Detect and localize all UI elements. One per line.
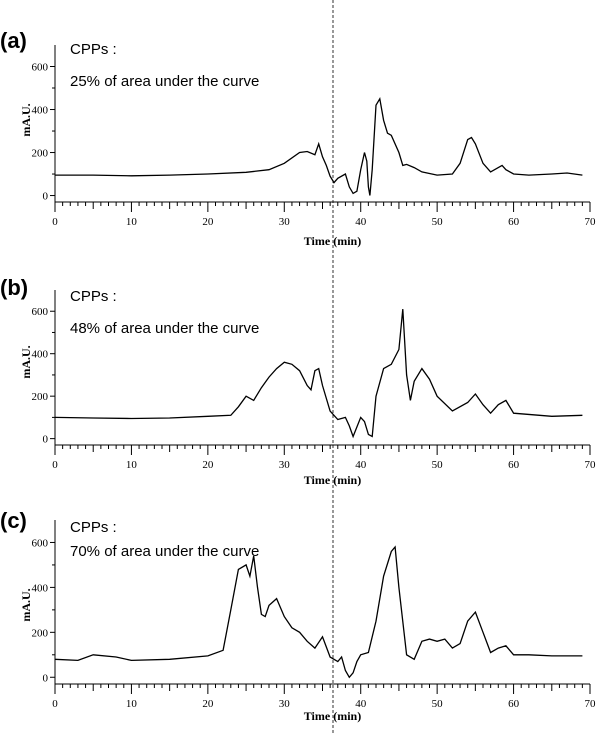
x-tick-label: 0 (52, 459, 58, 471)
panel-label: (c) (0, 508, 27, 533)
x-tick-label: 10 (126, 698, 138, 710)
annotation-line: 25% of area under the curve (70, 73, 259, 90)
annotation-line: CPPs : (70, 519, 117, 536)
y-tick-label: 0 (43, 672, 49, 684)
x-tick-label: 60 (508, 698, 520, 710)
y-tick-label: 600 (32, 306, 49, 318)
y-axis-title: mA.U. (19, 588, 33, 621)
y-tick-label: 0 (43, 191, 49, 203)
panel-label: (a) (0, 28, 27, 53)
chromatogram-trace (55, 96, 583, 196)
x-tick-label: 20 (202, 216, 214, 228)
x-tick-label: 0 (52, 698, 58, 710)
y-tick-label: 600 (32, 537, 49, 549)
annotation-line: CPPs : (70, 41, 117, 58)
chart-panel-3: (c) CPPs :70% of area under the curve0200… (0, 508, 596, 723)
y-tick-label: 200 (32, 148, 49, 160)
x-tick-label: 60 (508, 216, 520, 228)
annotation-line: 48% of area under the curve (70, 320, 259, 337)
x-tick-label: 40 (355, 698, 367, 710)
x-tick-label: 20 (202, 698, 214, 710)
x-axis-title: Time (min) (304, 473, 361, 487)
x-tick-label: 50 (432, 216, 444, 228)
chart-panel-1: (a) CPPs :25% of area under the curve0200… (0, 28, 596, 248)
chromatogram-trace (54, 545, 583, 679)
y-tick-label: 0 (43, 434, 49, 446)
x-tick-label: 30 (279, 698, 291, 710)
x-tick-label: 40 (355, 216, 367, 228)
y-axis-title: mA.U. (19, 103, 33, 136)
chart-panel-2: (b) CPPs :48% of area under the curve0200… (0, 275, 596, 487)
x-axis-title: Time (min) (304, 709, 361, 723)
x-tick-label: 50 (432, 459, 444, 471)
x-tick-label: 0 (52, 216, 58, 228)
x-tick-label: 70 (585, 698, 597, 710)
annotation-line: 70% of area under the curve (70, 543, 259, 560)
x-tick-label: 30 (279, 459, 291, 471)
y-tick-label: 200 (32, 627, 49, 639)
x-tick-label: 20 (202, 459, 214, 471)
y-axis-title: mA.U. (19, 345, 33, 378)
x-tick-label: 30 (279, 216, 291, 228)
chromatogram-trace (54, 309, 583, 439)
y-tick-label: 400 (32, 105, 49, 117)
x-tick-label: 40 (355, 459, 367, 471)
x-tick-label: 10 (126, 459, 138, 471)
x-tick-label: 70 (585, 459, 597, 471)
annotation-line: CPPs : (70, 288, 117, 305)
panel-label: (b) (0, 275, 28, 300)
x-tick-label: 70 (585, 216, 597, 228)
x-tick-label: 50 (432, 698, 444, 710)
x-tick-label: 10 (126, 216, 138, 228)
y-tick-label: 200 (32, 391, 49, 403)
y-tick-label: 600 (32, 62, 49, 74)
y-tick-label: 400 (32, 349, 49, 361)
x-tick-label: 60 (508, 459, 520, 471)
y-tick-label: 400 (32, 582, 49, 594)
x-axis-title: Time (min) (304, 234, 361, 248)
